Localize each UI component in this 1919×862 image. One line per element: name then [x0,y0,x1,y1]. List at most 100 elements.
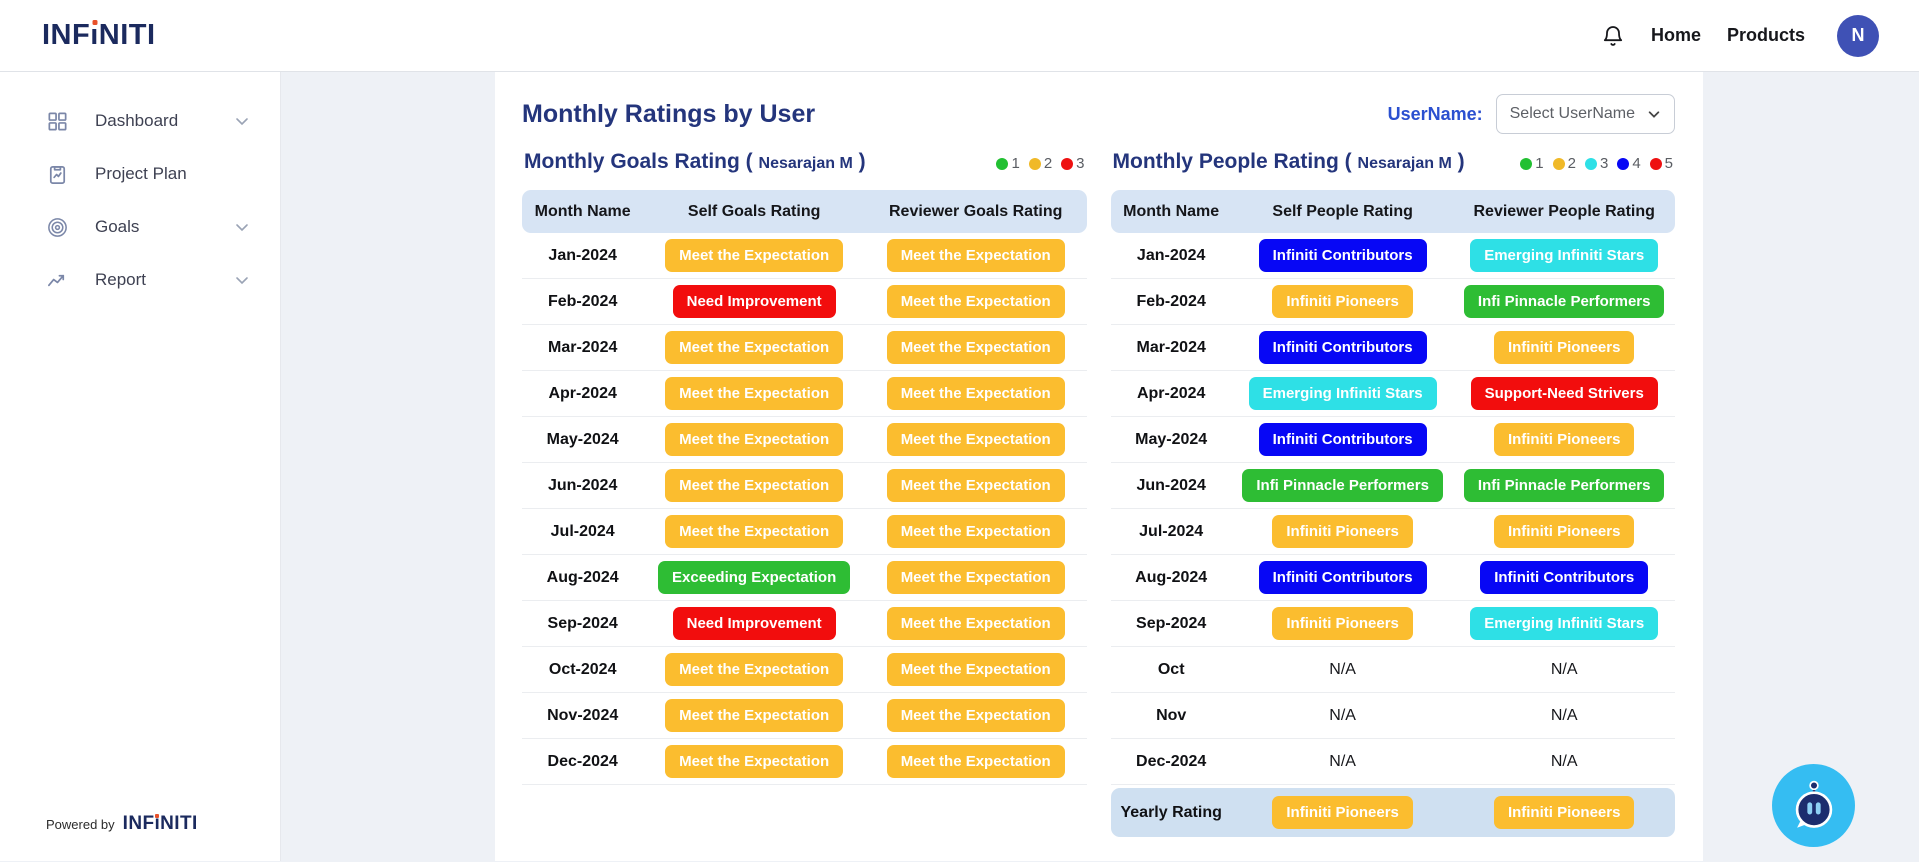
rating-badge: Emerging Infiniti Stars [1470,239,1659,272]
table-row: Nov-2024 Meet the Expectation Meet the E… [522,693,1087,739]
legend-number: 4 [1632,155,1641,172]
chevron-down-icon [234,272,250,288]
self-rating-cell: Need Improvement [643,285,865,318]
legend-number: 3 [1599,155,1609,172]
sidebar-item-report[interactable]: Report [0,259,280,301]
rating-badge: Emerging Infiniti Stars [1248,377,1437,410]
reviewer-rating-cell: Meet the Expectation [865,561,1087,594]
sidebar-item-label: Goals [95,217,140,236]
rating-badge: Infiniti Contributors [1258,331,1427,364]
self-rating-cell: Need Improvement [643,607,865,640]
sidebar-item-goals[interactable]: Goals [0,206,280,248]
month-cell: Jan-2024 [548,246,617,264]
username-label: UserName: [1387,103,1483,124]
month-cell: Sep-2024 [547,614,618,632]
username-select[interactable]: Select UserName [1495,94,1675,134]
legend-number: 2 [1043,155,1053,172]
chevron-down-icon [1647,107,1661,121]
reviewer-rating-cell: N/A [1550,706,1578,724]
rating-badge: Meet the Expectation [665,423,844,456]
month-cell: May-2024 [546,430,619,448]
reviewer-rating-cell: Emerging Infiniti Stars [1453,607,1675,640]
reviewer-rating-cell: Infi Pinnacle Performers [1453,285,1675,318]
month-cell: Aug-2024 [1135,568,1208,586]
month-cell: Feb-2024 [547,292,618,310]
legend-number: 5 [1664,155,1673,172]
rating-badge: Meet the Expectation [665,331,844,364]
rating-badge: Meet the Expectation [886,285,1065,318]
table-row: Jun-2024 Infi Pinnacle Performers Infi P… [1110,463,1675,509]
legend-dot [1649,157,1662,170]
self-rating-cell: Meet the Expectation [643,423,865,456]
reviewer-rating-cell: Infi Pinnacle Performers [1453,469,1675,502]
rating-badge: Meet the Expectation [886,515,1065,548]
sidebar-item-project-plan[interactable]: Project Plan [0,153,280,195]
rating-badge: Infiniti Pioneers [1272,796,1413,829]
rating-badge: Meet the Expectation [886,745,1065,778]
rating-badge: Meet the Expectation [886,699,1065,732]
notification-bell-icon[interactable] [1601,24,1625,48]
rating-badge: Meet the Expectation [886,423,1065,456]
table-row: Jan-2024 Meet the Expectation Meet the E… [522,233,1087,279]
self-rating-cell: Infiniti Pioneers [1232,515,1454,548]
chevron-down-icon [234,219,250,235]
powered-by-label: Powered by [46,817,115,832]
nav-home[interactable]: Home [1650,25,1701,45]
project-plan-clipboard-icon [46,163,69,186]
rating-badge: Support-Need Strivers [1470,377,1658,410]
rating-badge: Infiniti Pioneers [1493,423,1635,456]
table-row: Feb-2024 Need Improvement Meet the Expec… [522,279,1087,325]
self-rating-cell: Infi Pinnacle Performers [1232,469,1454,502]
legend-number: 1 [1011,155,1020,172]
chatbot-robot-icon [1795,780,1832,828]
nav-products[interactable]: Products [1726,25,1805,45]
month-cell: Oct-2024 [548,660,617,678]
month-cell: Jan-2024 [1136,246,1206,264]
legend-dot [1584,157,1597,170]
self-rating-cell: Infiniti Pioneers [1232,285,1454,318]
table-row: Feb-2024 Infiniti Pioneers Infi Pinnacle… [1110,279,1675,325]
table-row: Dec-2024 Meet the Expectation Meet the E… [522,739,1087,785]
rating-badge: Meet the Expectation [886,561,1065,594]
month-cell: Oct [1157,660,1185,678]
rating-badge: Infiniti Contributors [1258,561,1427,594]
self-rating-cell: Meet the Expectation [643,469,865,502]
table-row: Mar-2024 Infiniti Contributors Infiniti … [1110,325,1675,371]
chatbot-button[interactable] [1772,764,1855,847]
legend-number: 2 [1567,155,1576,172]
rating-badge: Meet the Expectation [886,239,1065,272]
self-rating-cell: N/A [1329,660,1356,678]
table-row: Jul-2024 Meet the Expectation Meet the E… [522,509,1087,555]
table-row: Jul-2024 Infiniti Pioneers Infiniti Pion… [1110,509,1675,555]
rating-badge: Meet the Expectation [886,653,1065,686]
rating-badge: Exceeding Expectation [658,561,851,594]
reviewer-rating-cell: Meet the Expectation [865,239,1087,272]
people-legend: 1 2 3 4 5 [1511,155,1673,174]
yearly-reviewer-rating-cell: Infiniti Pioneers [1453,796,1675,829]
rating-badge: Meet the Expectation [665,239,844,272]
month-cell: Feb-2024 [1136,292,1206,310]
self-rating-cell: N/A [1329,752,1356,770]
infiniti-logo: INFıNITI [42,19,156,51]
goals-legend: 1 2 3 [987,155,1085,174]
self-rating-cell: Meet the Expectation [643,699,865,732]
rating-badge: Emerging Infiniti Stars [1470,607,1659,640]
reviewer-rating-cell: Meet the Expectation [865,653,1087,686]
month-cell: Dec-2024 [1136,752,1207,770]
rating-badge: Infiniti Contributors [1258,239,1427,272]
table-row: May-2024 Meet the Expectation Meet the E… [522,417,1087,463]
reviewer-rating-cell: Meet the Expectation [865,745,1087,778]
self-rating-cell: Infiniti Contributors [1232,561,1454,594]
sidebar-item-dashboard[interactable]: Dashboard [0,100,280,142]
reviewer-rating-cell: Meet the Expectation [865,515,1087,548]
chevron-down-icon [234,113,250,129]
table-row: Jan-2024 Infiniti Contributors Emerging … [1110,233,1675,279]
user-avatar[interactable]: N [1837,14,1879,57]
sidebar-item-label: Report [95,270,147,289]
self-rating-cell: Meet the Expectation [643,745,865,778]
self-rating-cell: Meet the Expectation [643,331,865,364]
rating-badge: Meet the Expectation [886,331,1065,364]
legend-dot [1520,157,1533,170]
reviewer-rating-cell: Meet the Expectation [865,423,1087,456]
self-rating-cell: Emerging Infiniti Stars [1232,377,1454,410]
